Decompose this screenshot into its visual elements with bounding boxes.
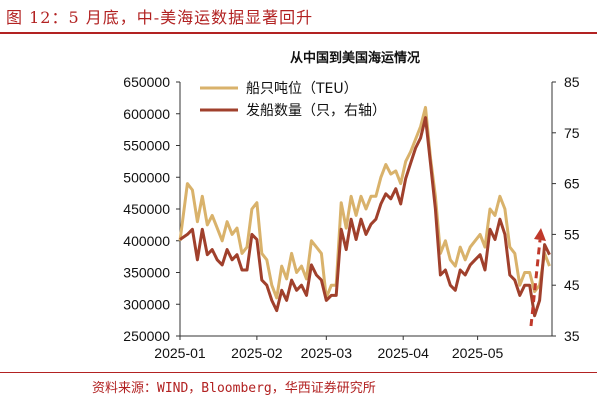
y-left-tick-label: 350000 (123, 265, 170, 281)
axes-group: 650000 600000 550000 500000 450000 400000 3500… (123, 74, 580, 361)
chart-title: 从中国到美国海运情况 (290, 50, 420, 66)
y-left-tick-label: 250000 (123, 328, 170, 344)
trend-arrow (529, 228, 546, 327)
y-left-tick-label: 550000 (123, 138, 170, 154)
x-tick-label: 2025-05 (452, 345, 504, 361)
y-left-tick-label: 600000 (123, 106, 170, 122)
series-group (178, 105, 551, 318)
series-line-ship-count (179, 116, 551, 318)
x-tick-label: 2025-04 (378, 345, 430, 361)
y-left-tick-label: 300000 (123, 296, 170, 312)
title-rule (0, 32, 597, 34)
x-tick-label: 2025-03 (301, 345, 353, 361)
y-right-tick-label: 45 (564, 277, 580, 293)
y-right-tick-label: 85 (564, 74, 580, 90)
series-line-tonnage (178, 105, 551, 300)
x-tick-label: 2025-01 (154, 345, 206, 361)
trend-arrow-head (534, 228, 546, 241)
figure-title: 图 12：5 月底，中-美海运数据显著回升 (6, 8, 314, 27)
line-chart: 从中国到美国海运情况 650000 600000 550000 500000 45000… (123, 50, 580, 361)
y-right-tick-label: 65 (564, 176, 580, 192)
y-right-tick-label: 75 (564, 125, 580, 141)
y-right-tick-label: 55 (564, 226, 580, 242)
source-rule (0, 372, 597, 373)
legend-label-tonnage: 船只吨位（TEU） (246, 81, 358, 97)
trend-arrow-shaft (529, 239, 542, 327)
legend: 船只吨位（TEU） 发船数量（只，右轴） (200, 81, 386, 119)
y-left-tick-label: 650000 (123, 74, 170, 90)
y-right-tick-label: 35 (564, 328, 580, 344)
source-note: 资料来源：WIND，Bloomberg，华西证券研究所 (92, 381, 376, 396)
legend-label-ship-count: 发船数量（只，右轴） (246, 103, 386, 119)
y-left-tick-label: 450000 (123, 201, 170, 217)
y-left-tick-label: 400000 (123, 233, 170, 249)
x-tick-label: 2025-02 (231, 345, 283, 361)
y-left-tick-label: 500000 (123, 169, 170, 185)
